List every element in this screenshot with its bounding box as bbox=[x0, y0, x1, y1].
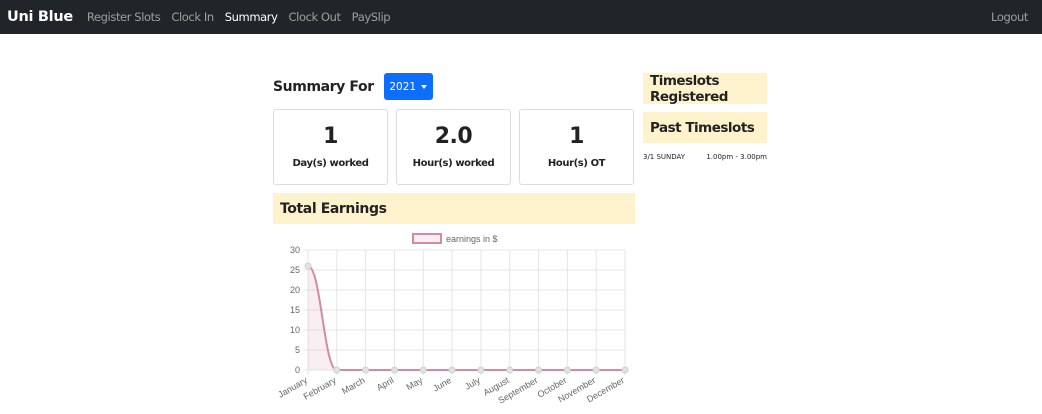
legend-label: earnings in $ bbox=[446, 234, 498, 244]
summary-title: Summary For bbox=[273, 78, 374, 95]
x-tick-label: May bbox=[405, 375, 425, 392]
data-point bbox=[477, 366, 485, 374]
timeslots-registered-header: Timeslots Registered bbox=[643, 73, 767, 105]
y-tick-label: 15 bbox=[290, 305, 300, 315]
data-point bbox=[333, 366, 341, 374]
y-tick-label: 30 bbox=[290, 245, 300, 255]
nav-summary[interactable]: Summary bbox=[224, 10, 278, 24]
caret-down-icon bbox=[421, 84, 428, 89]
series-area-fill bbox=[308, 266, 625, 370]
stat-value: 1 bbox=[569, 124, 584, 149]
summary-header: Summary For 2021 bbox=[273, 73, 433, 100]
x-tick-label: July bbox=[463, 375, 482, 392]
data-point bbox=[390, 366, 398, 374]
brand-logo[interactable]: Uni Blue bbox=[7, 9, 73, 25]
data-point bbox=[592, 366, 600, 374]
stat-label: Day(s) worked bbox=[292, 158, 369, 169]
x-tick-label: February bbox=[302, 375, 339, 402]
nav-register-slots[interactable]: Register Slots bbox=[86, 10, 161, 24]
data-point bbox=[535, 366, 543, 374]
past-timeslots-header: Past Timeslots bbox=[643, 112, 767, 143]
legend-swatch bbox=[412, 233, 442, 244]
stat-card-days: 1 Day(s) worked bbox=[273, 109, 388, 185]
x-tick-label: March bbox=[340, 375, 367, 396]
data-point bbox=[419, 366, 427, 374]
stat-value: 2.0 bbox=[434, 124, 473, 149]
year-dropdown-button[interactable]: 2021 bbox=[383, 73, 433, 100]
slot-time: 1.00pm - 3.00pm bbox=[706, 153, 767, 161]
y-tick-label: 25 bbox=[290, 265, 300, 275]
data-point bbox=[506, 366, 514, 374]
stat-label: Hour(s) OT bbox=[547, 158, 606, 169]
year-value: 2021 bbox=[389, 80, 417, 93]
data-point bbox=[362, 366, 370, 374]
x-tick-label: June bbox=[431, 375, 453, 393]
x-tick-label: April bbox=[375, 375, 396, 393]
y-tick-label: 0 bbox=[295, 365, 300, 375]
stat-card-hours: 2.0 Hour(s) worked bbox=[396, 109, 511, 185]
data-point bbox=[304, 262, 312, 270]
nav-payslip[interactable]: PaySlip bbox=[351, 10, 391, 24]
y-tick-label: 20 bbox=[290, 285, 300, 295]
nav-clock-in[interactable]: Clock In bbox=[171, 10, 214, 24]
logout-link[interactable]: Logout bbox=[991, 10, 1028, 24]
total-earnings-header: Total Earnings bbox=[273, 193, 635, 224]
series-line bbox=[307, 265, 625, 371]
y-tick-label: 10 bbox=[290, 325, 300, 335]
stat-value: 1 bbox=[323, 124, 338, 149]
nav-clock-out[interactable]: Clock Out bbox=[288, 10, 342, 24]
y-tick-label: 5 bbox=[295, 345, 300, 355]
stat-label: Hour(s) worked bbox=[412, 158, 495, 169]
stat-card-ot: 1 Hour(s) OT bbox=[519, 109, 634, 185]
data-point bbox=[448, 366, 456, 374]
data-point bbox=[621, 366, 629, 374]
slot-day: 3/1 SUNDAY bbox=[643, 153, 686, 161]
navbar: Uni Blue Register Slots Clock In Summary… bbox=[0, 0, 1042, 34]
data-point bbox=[563, 366, 571, 374]
